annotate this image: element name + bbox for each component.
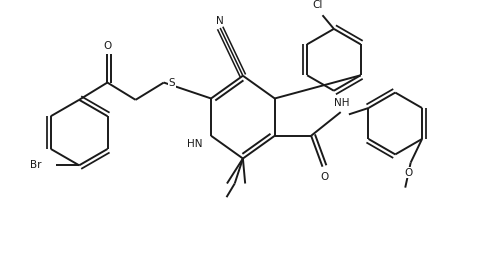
Text: Br: Br [30, 160, 42, 170]
Text: O: O [103, 41, 111, 51]
Text: HN: HN [187, 139, 203, 149]
Text: O: O [404, 168, 413, 178]
Text: O: O [321, 172, 329, 182]
Text: Cl: Cl [313, 0, 323, 10]
Text: NH: NH [334, 98, 350, 108]
Text: S: S [169, 78, 175, 88]
Text: N: N [216, 16, 224, 26]
